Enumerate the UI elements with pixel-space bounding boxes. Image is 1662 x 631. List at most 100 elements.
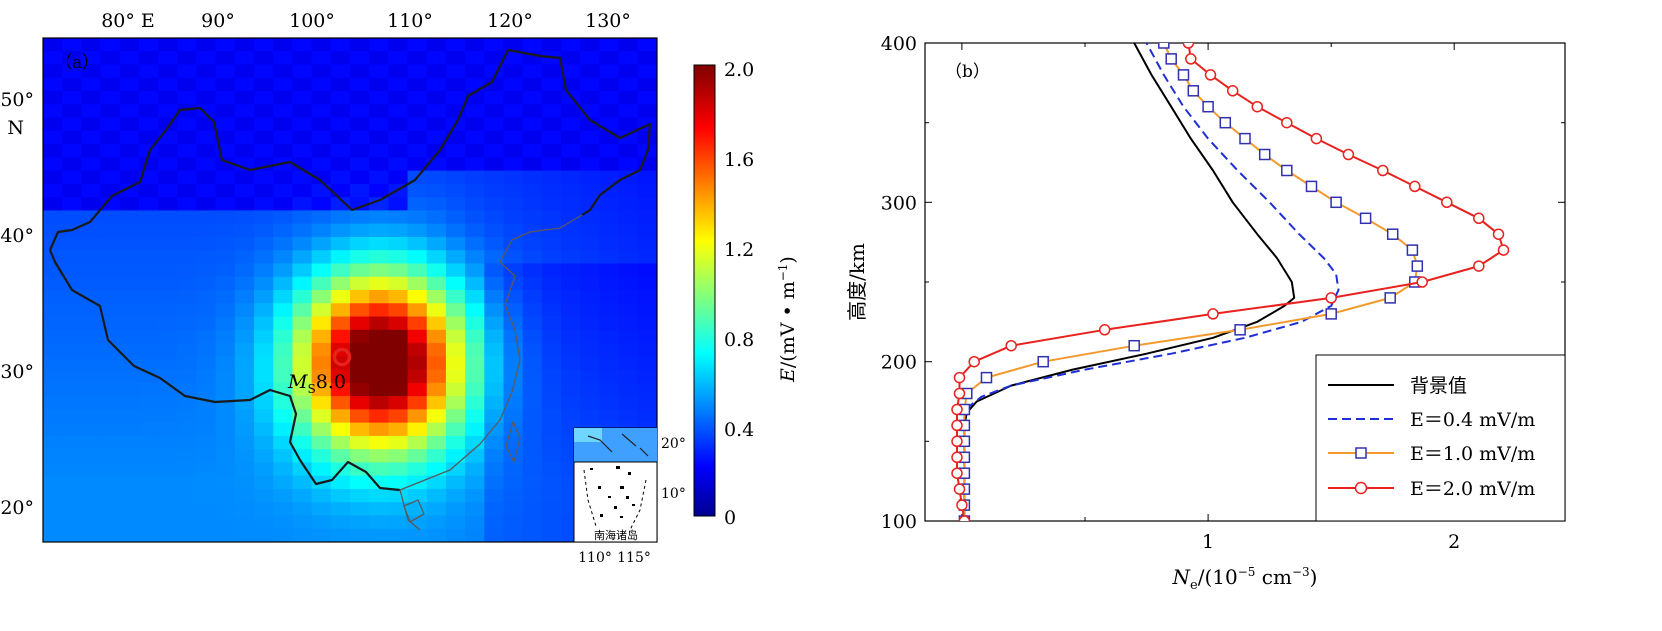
heatmap-cell	[369, 435, 389, 450]
heatmap-cell	[196, 343, 217, 357]
lon-tick-labels: 80° E 90° 100° 110° 120° 130°	[101, 10, 631, 32]
heatmap-cell	[62, 528, 82, 542]
heatmap-cell	[445, 435, 466, 450]
heatmap-cell	[445, 51, 466, 66]
heatmap-cell	[637, 369, 657, 384]
heatmap-cell	[158, 197, 178, 212]
lat-tick-label: 30°	[0, 361, 34, 383]
heatmap-cell	[273, 422, 294, 437]
heatmap-cell	[637, 382, 657, 397]
taiwan-outline	[505, 421, 521, 463]
heatmap-cell	[100, 290, 121, 304]
heatmap-cell	[369, 157, 389, 172]
heatmap-cell	[138, 475, 159, 490]
heatmap-cell	[196, 329, 217, 344]
heatmap-cell	[465, 223, 485, 238]
heatmap-cell	[215, 263, 236, 278]
heatmap-cell	[330, 475, 351, 490]
heatmap-cell	[234, 170, 255, 185]
heatmap-cell	[522, 104, 543, 119]
heatmap-cell	[234, 77, 255, 92]
heatmap-cell	[445, 64, 466, 79]
heatmap-cell	[637, 64, 657, 79]
heatmap-cell	[81, 236, 102, 251]
heatmap-cell	[388, 51, 409, 66]
heatmap-cell	[292, 316, 313, 331]
heatmap-cell	[62, 104, 82, 119]
heatmap-cell	[254, 369, 274, 384]
heatmap-cell	[138, 449, 159, 464]
heatmap-cell	[618, 117, 639, 132]
heatmap-cell	[426, 104, 447, 119]
heatmap-cell	[618, 223, 639, 238]
heatmap-cell	[196, 422, 217, 437]
heatmap-cell	[43, 51, 63, 66]
heatmap-cell	[541, 170, 562, 185]
heatmap-cell	[618, 250, 639, 265]
heatmap-cell	[292, 144, 313, 158]
heatmap-cell	[407, 528, 428, 542]
heatmap-cell	[330, 409, 351, 424]
heatmap-cell	[119, 449, 140, 464]
heatmap-cell	[369, 183, 389, 198]
heatmap-cell	[426, 382, 447, 397]
heatmap-cell	[465, 183, 485, 198]
heatmap-cell	[599, 236, 620, 251]
heatmap-cell	[445, 462, 466, 477]
heatmap-cell	[522, 38, 543, 52]
heatmap-cell	[599, 51, 620, 66]
heatmap-cell	[580, 77, 601, 92]
heatmap-cell	[119, 462, 140, 477]
lat-tick-label: 20°	[0, 497, 34, 519]
heatmap-cell	[196, 462, 217, 477]
heatmap-cell	[330, 369, 351, 384]
heatmap-cell	[62, 356, 82, 371]
heatmap-cell	[254, 91, 274, 105]
heatmap-cell	[254, 528, 274, 542]
heatmap-cell	[561, 236, 581, 251]
legend-entry: E＝0.4 mV/m	[1328, 409, 1535, 431]
heatmap-cell	[503, 117, 524, 132]
heatmap-cell	[369, 250, 389, 265]
heatmap-cell	[388, 197, 409, 212]
heatmap-cell	[177, 329, 198, 344]
heatmap-cell	[426, 223, 447, 238]
heatmap-cell	[158, 38, 178, 52]
heatmap-cell	[292, 435, 313, 450]
heatmap-cell	[522, 210, 543, 225]
heatmap-cell	[138, 303, 159, 318]
heatmap-cell	[350, 144, 370, 158]
heatmap-cell	[580, 356, 601, 371]
heatmap-cell	[330, 236, 351, 251]
heatmap-cell	[254, 183, 274, 198]
heatmap-cell	[465, 343, 485, 357]
data-point	[1411, 260, 1424, 272]
heatmap-cell	[503, 130, 524, 145]
heatmap-cell	[407, 38, 428, 52]
heatmap-cell	[465, 38, 485, 52]
heatmap-cell	[350, 396, 370, 410]
heatmap-cell	[426, 144, 447, 158]
heatmap-cell	[62, 303, 82, 318]
heatmap-cell	[522, 396, 543, 410]
heatmap-cell	[426, 396, 447, 410]
y-tick-labels: 100 200 300 400	[881, 33, 917, 533]
heatmap-cell	[292, 223, 313, 238]
heatmap-cell	[503, 329, 524, 344]
heatmap-cell	[426, 528, 447, 542]
heatmap-cell	[580, 170, 601, 185]
heatmap-cell	[522, 382, 543, 397]
heatmap-cell	[100, 462, 121, 477]
heatmap-cell	[292, 528, 313, 542]
colorbar-tick: 0.8	[724, 329, 754, 351]
heatmap-cell	[43, 170, 63, 185]
heatmap-cell	[81, 356, 102, 371]
heatmap-cell	[503, 51, 524, 66]
heatmap-cell	[196, 409, 217, 424]
heatmap-cell	[388, 77, 409, 92]
heatmap-cell	[234, 51, 255, 66]
heatmap-cell	[138, 435, 159, 450]
heatmap-cell	[138, 130, 159, 145]
heatmap-cell	[119, 303, 140, 318]
heatmap-cell	[330, 91, 351, 105]
